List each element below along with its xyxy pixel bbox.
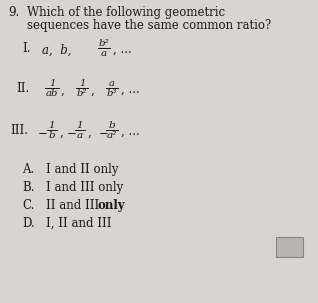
Text: D.: D. (22, 217, 35, 230)
Text: sequences have the same common ratio?: sequences have the same common ratio? (27, 19, 271, 32)
Text: 9.: 9. (8, 6, 19, 19)
Text: −: − (38, 126, 48, 139)
Text: a: a (77, 131, 83, 140)
Text: II.: II. (16, 82, 29, 95)
Text: C.: C. (22, 199, 34, 212)
Text: I and III only: I and III only (46, 181, 123, 194)
Text: b: b (109, 121, 115, 130)
Text: II and III: II and III (46, 199, 103, 212)
Text: a: a (109, 79, 115, 88)
Text: I, II and III: I, II and III (46, 217, 112, 230)
Text: 1: 1 (77, 121, 83, 130)
Text: b²: b² (77, 89, 87, 98)
Text: 1: 1 (49, 79, 55, 88)
Text: −: − (99, 126, 109, 139)
Text: only: only (97, 199, 125, 212)
Text: ,: , (88, 126, 92, 139)
Text: 1: 1 (49, 121, 55, 130)
Text: ,: , (60, 126, 64, 139)
Text: , ...: , ... (121, 126, 140, 139)
FancyBboxPatch shape (276, 237, 303, 257)
Text: −: − (67, 126, 77, 139)
Text: A.: A. (22, 163, 34, 176)
Text: b³: b³ (107, 89, 117, 98)
Text: III.: III. (10, 124, 28, 137)
Text: b: b (49, 131, 55, 140)
Text: a: a (101, 49, 107, 58)
Text: I.: I. (22, 42, 31, 55)
Text: Which of the following geometric: Which of the following geometric (27, 6, 225, 19)
Text: a,  b,: a, b, (42, 44, 72, 57)
Text: ab: ab (46, 89, 58, 98)
Text: ,: , (61, 84, 65, 97)
Text: , ...: , ... (113, 44, 132, 57)
Text: 1: 1 (79, 79, 85, 88)
Text: , ...: , ... (121, 84, 140, 97)
Text: B.: B. (22, 181, 34, 194)
Text: b²: b² (99, 39, 109, 48)
Text: ,: , (91, 84, 95, 97)
Text: a²: a² (107, 131, 117, 140)
Text: I and II only: I and II only (46, 163, 119, 176)
